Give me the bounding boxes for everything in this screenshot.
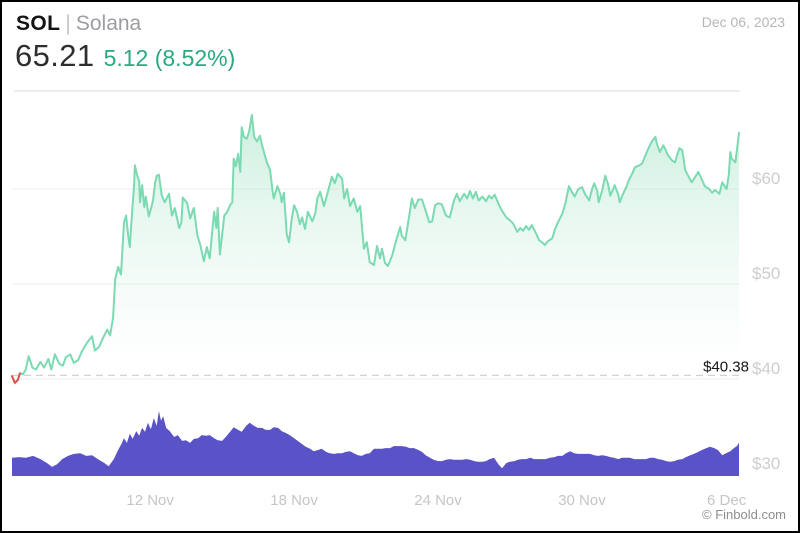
volume-area <box>12 411 739 476</box>
x-axis-label: 6 Dec <box>707 492 747 509</box>
y-axis-label: $50 <box>752 264 780 283</box>
x-axis-label: 12 Nov <box>126 492 174 509</box>
current-price: 65.21 <box>15 38 95 73</box>
y-axis-label: $60 <box>752 169 780 188</box>
price-line <box>11 113 740 384</box>
date-label: Dec 06, 2023 <box>701 14 785 30</box>
y-axis-label: $40 <box>752 359 780 378</box>
volume-layer <box>12 411 739 476</box>
x-axis-label: 30 Nov <box>558 492 606 509</box>
asset-title: SOL | Solana <box>16 12 141 36</box>
line-layer <box>11 113 740 385</box>
price-change: 5.12 (8.52%) <box>103 45 236 71</box>
symbol-name-separator: | <box>65 12 71 35</box>
price-start-red-segment <box>11 372 21 385</box>
asset-name: Solana <box>75 12 142 35</box>
grid-layer: $60 $50 $40 $30 12 Nov 18 Nov 24 Nov 30 Nov 6 De… <box>12 169 780 509</box>
annotation-layer: $40.38 <box>703 358 749 375</box>
asset-symbol: SOL <box>16 12 61 35</box>
x-axis-label: 24 Nov <box>414 492 462 509</box>
price-area <box>12 114 739 383</box>
baseline-price-label: $40.38 <box>703 358 749 375</box>
area-layer <box>12 114 739 383</box>
x-axis-label: 18 Nov <box>270 492 318 509</box>
source-credit: © Finbold.com <box>702 507 786 522</box>
y-axis-label: $30 <box>752 454 780 473</box>
price-row: 65.21 5.12 (8.52%) <box>15 38 235 74</box>
header-divider <box>14 90 740 92</box>
